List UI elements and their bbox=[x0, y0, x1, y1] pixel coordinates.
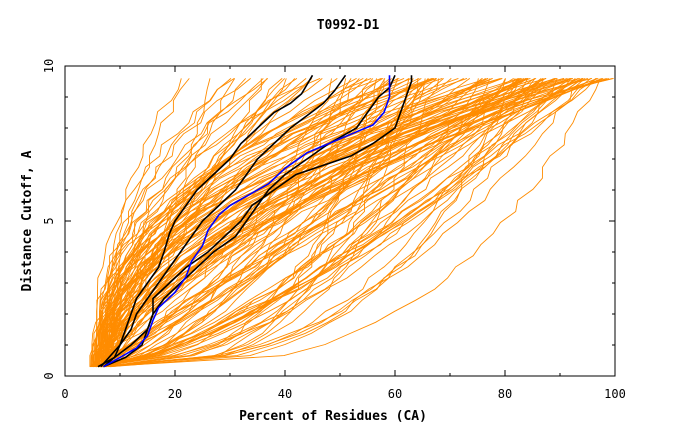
background-series-line bbox=[102, 78, 352, 368]
background-series-line bbox=[98, 78, 521, 368]
background-series-line bbox=[98, 78, 536, 368]
x-tick-label: 0 bbox=[61, 387, 68, 401]
background-series-line bbox=[99, 77, 321, 367]
background-series-line bbox=[89, 78, 479, 368]
background-series-line bbox=[108, 78, 264, 367]
background-series-line bbox=[98, 78, 572, 368]
background-series-line bbox=[104, 77, 382, 367]
background-series-line bbox=[99, 78, 519, 368]
x-tick-label: 60 bbox=[388, 387, 402, 401]
background-series-line bbox=[105, 78, 419, 368]
x-axis-ticks: 0 20 40 60 80 100 bbox=[61, 66, 626, 401]
background-series-line bbox=[107, 77, 519, 367]
background-series-line bbox=[102, 78, 514, 367]
x-tick-label: 20 bbox=[168, 387, 182, 401]
background-series-line bbox=[92, 77, 558, 368]
background-series-line bbox=[93, 78, 364, 367]
y-tick-label: 5 bbox=[42, 217, 56, 224]
background-series-line bbox=[110, 78, 520, 368]
background-series-group bbox=[89, 77, 614, 368]
background-series-line bbox=[98, 78, 544, 368]
background-series-line bbox=[95, 78, 296, 367]
background-series-line bbox=[110, 77, 400, 367]
background-series-line bbox=[100, 78, 426, 368]
highlight-series-group bbox=[97, 74, 413, 368]
black-highlight-series-line bbox=[102, 74, 347, 368]
background-series-line bbox=[94, 77, 537, 367]
background-series-line bbox=[92, 78, 437, 368]
background-series-line bbox=[95, 77, 547, 367]
background-series-line bbox=[98, 77, 604, 367]
y-axis-label: Distance Cutoff, A bbox=[20, 150, 35, 291]
background-series-line bbox=[110, 77, 405, 367]
y-tick-label: 10 bbox=[42, 59, 56, 73]
background-series-line bbox=[101, 78, 516, 368]
background-series-line bbox=[90, 77, 580, 367]
background-series-line bbox=[109, 78, 558, 368]
background-series-line bbox=[94, 77, 412, 367]
x-tick-label: 80 bbox=[498, 387, 512, 401]
x-axis-label: Percent of Residues (CA) bbox=[239, 409, 427, 424]
background-series-line bbox=[101, 78, 601, 368]
background-series-line bbox=[98, 78, 576, 368]
background-series-line bbox=[97, 77, 574, 367]
background-series-line bbox=[100, 78, 393, 368]
y-tick-label: 0 bbox=[42, 372, 56, 379]
background-series-line bbox=[105, 78, 545, 368]
background-series-line bbox=[92, 78, 287, 367]
background-series-line bbox=[100, 78, 597, 368]
x-tick-label: 100 bbox=[604, 387, 626, 401]
black-highlight-series-line bbox=[100, 74, 314, 368]
background-series-line bbox=[91, 78, 374, 368]
background-series-line bbox=[95, 78, 232, 367]
background-series-line bbox=[91, 77, 584, 367]
background-series-line bbox=[97, 77, 443, 367]
background-series-line bbox=[95, 78, 529, 368]
y-axis-ticks: 0 5 10 bbox=[42, 59, 615, 380]
background-series-line bbox=[100, 78, 583, 368]
background-series-line bbox=[102, 78, 385, 368]
chart-title: T0992-D1 bbox=[317, 18, 380, 33]
background-series-line bbox=[103, 77, 557, 367]
background-series-line bbox=[108, 78, 491, 368]
background-series-line bbox=[108, 78, 483, 367]
blue-highlight-series-line bbox=[103, 75, 391, 368]
background-series-line bbox=[96, 78, 506, 368]
background-series-line bbox=[91, 77, 580, 368]
background-series-line bbox=[103, 77, 613, 367]
background-series-line bbox=[89, 78, 522, 368]
x-tick-label: 40 bbox=[278, 387, 292, 401]
black-highlight-series-line bbox=[103, 74, 396, 368]
background-series-line bbox=[92, 77, 528, 367]
